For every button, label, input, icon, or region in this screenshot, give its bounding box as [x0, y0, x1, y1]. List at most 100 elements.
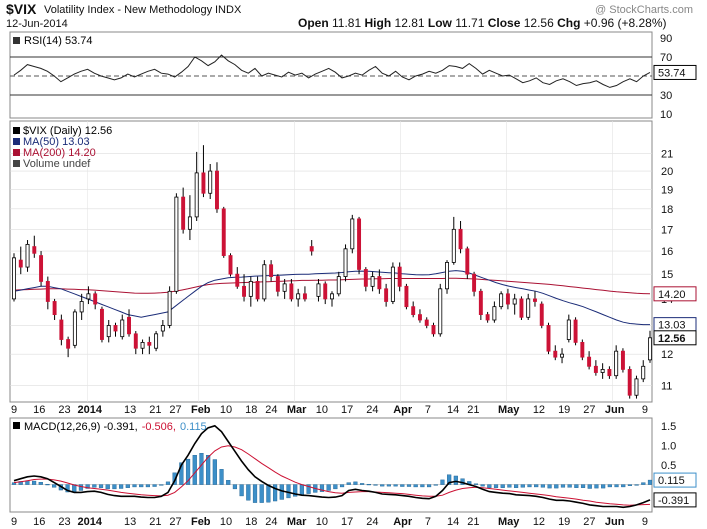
candle-body	[140, 341, 145, 349]
x-axis-label: Jun	[605, 404, 625, 416]
rsi-y-tick: 30	[660, 90, 672, 102]
candle-body	[499, 293, 504, 308]
macd-histogram-bar	[420, 484, 425, 488]
macd-histogram-bar	[567, 484, 572, 488]
macd-last-box	[653, 472, 697, 488]
candle-body	[120, 319, 125, 338]
macd-histogram-bar	[554, 484, 559, 489]
macd-histogram-bar	[574, 484, 579, 488]
chart-symbol: $VIX	[6, 1, 37, 17]
candle-body	[59, 319, 64, 340]
macd-histogram-bar	[125, 484, 130, 488]
macd-histogram-bar	[179, 462, 184, 485]
candle-body	[167, 290, 172, 326]
macd-histogram-bar	[440, 479, 445, 485]
macd-legend-label: MACD(12,26,9) -0.391,	[24, 421, 138, 433]
candle-body	[25, 243, 30, 268]
macd-histogram-bar	[534, 484, 539, 488]
macd-histogram-bar	[366, 483, 371, 486]
price-last-value: 13.03	[658, 320, 686, 332]
x-axis-label: Mar	[287, 404, 307, 416]
candle-body	[614, 350, 619, 377]
macd-histogram-bar	[447, 474, 452, 485]
candle-body	[336, 276, 341, 295]
candle-body	[526, 298, 531, 318]
macd-histogram-bar	[65, 484, 70, 493]
x-axis-label: 21	[149, 404, 161, 416]
candle-body	[458, 228, 463, 250]
candle-body	[323, 283, 328, 300]
x-axis-label-bottom: 21	[467, 516, 479, 528]
candle-body	[248, 281, 253, 297]
candle-body	[12, 257, 16, 300]
candle-body	[269, 264, 274, 277]
macd-histogram-bar	[480, 484, 485, 487]
candle-body	[620, 350, 625, 370]
candle-body	[370, 276, 375, 287]
candle-body	[174, 196, 179, 292]
x-axis-label: 13	[124, 404, 136, 416]
candle-body	[472, 273, 477, 292]
candle-body	[194, 172, 199, 218]
candle-body	[512, 298, 517, 305]
open-label: Open	[298, 16, 329, 30]
rsi-y-tick: 70	[660, 52, 672, 64]
candle-body	[384, 288, 389, 302]
macd-histogram-bar	[601, 484, 606, 489]
chg-value: +0.96 (+8.28%)	[583, 16, 667, 30]
macd-y-tick: 0.5	[661, 460, 676, 472]
x-axis-label-bottom: May	[498, 516, 520, 528]
macd-histogram-bar	[373, 484, 378, 486]
macd-histogram-bar	[386, 484, 391, 487]
candle-body	[79, 301, 84, 313]
macd-histogram-bar	[326, 484, 331, 491]
price-legend-label: $VIX (Daily) 12.56	[23, 125, 112, 137]
macd-histogram-bar	[413, 484, 418, 488]
candle-body	[377, 276, 382, 290]
candle-body	[106, 325, 111, 338]
macd-histogram-bar	[339, 484, 345, 488]
chart-date: 12-Jun-2014	[6, 18, 68, 30]
macd-histogram-bar	[52, 484, 57, 488]
low-value: 11.71	[455, 16, 485, 30]
macd-histogram-bar	[165, 481, 171, 485]
candle-body	[72, 311, 77, 346]
x-axis-label-bottom: 19	[558, 516, 570, 528]
x-axis-label: 2014	[77, 404, 102, 416]
candle-body	[242, 285, 247, 297]
macd-histogram-bar	[560, 484, 566, 488]
candle-body	[417, 314, 422, 321]
candle-body	[492, 306, 497, 321]
macd-histogram-bar	[105, 484, 110, 490]
x-axis-label-bottom: 14	[447, 516, 459, 528]
candle-body	[343, 248, 348, 277]
x-axis-label: Apr	[393, 404, 413, 416]
macd-histogram-bar	[199, 453, 204, 485]
candle-body	[587, 356, 592, 367]
macd-histogram-bar	[500, 484, 505, 488]
candle-body	[133, 333, 138, 349]
macd-histogram-bar	[112, 484, 117, 490]
x-axis-label-bottom: 23	[58, 516, 70, 528]
price-y-tick: 15	[661, 269, 673, 281]
candle-body	[228, 255, 233, 275]
macd-y-tick: 1.5	[661, 421, 676, 433]
candle-body	[519, 298, 524, 318]
candle-body	[235, 273, 240, 287]
macd-histogram-bar	[473, 483, 479, 485]
x-axis-label: 17	[341, 404, 353, 416]
x-axis-label: 9	[11, 404, 17, 416]
macd-last-box	[653, 492, 697, 508]
candle-body	[431, 325, 436, 335]
macd-signal-line	[13, 445, 651, 506]
macd-histogram-bar	[206, 455, 211, 485]
x-axis-label: 24	[366, 404, 378, 416]
price-legend-swatch	[13, 127, 20, 134]
x-axis-label: 12	[533, 404, 545, 416]
low-label: Low	[427, 16, 452, 30]
macd-legend-swatch	[13, 422, 20, 429]
x-axis-label: May	[498, 404, 520, 416]
macd-histogram-bar	[273, 484, 278, 502]
macd-histogram-bar	[239, 484, 244, 497]
macd-histogram-bar	[507, 484, 512, 488]
